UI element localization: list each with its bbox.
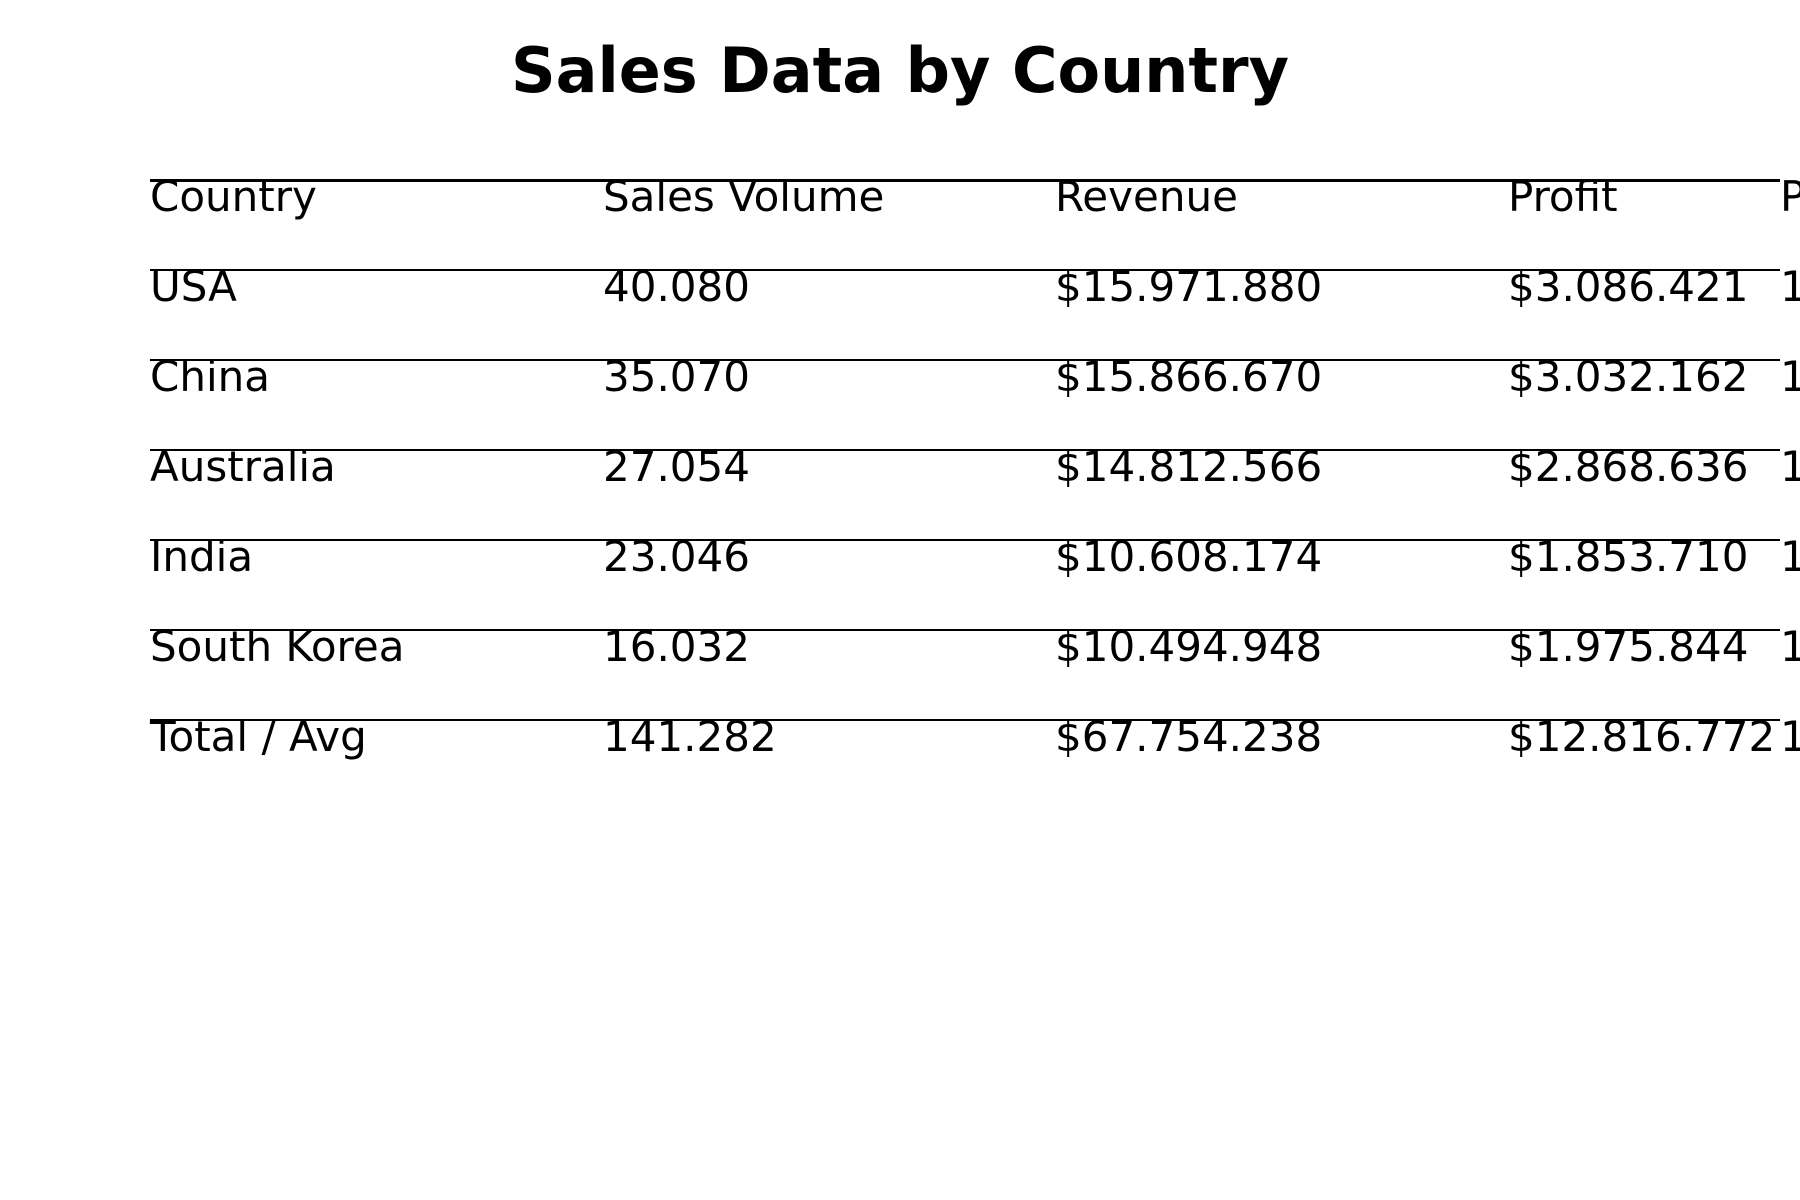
cell-country: India bbox=[150, 532, 254, 581]
row-divider bbox=[150, 449, 1780, 451]
cell-sales-volume: 40.080 bbox=[603, 262, 750, 311]
cell-profit: $1.975.844 bbox=[1508, 622, 1749, 671]
table-top-rule bbox=[150, 179, 1780, 182]
cell-profit: $2.868.636 bbox=[1508, 442, 1749, 491]
cell-extra: 1 bbox=[1780, 352, 1800, 401]
cell-sales-volume: 141.282 bbox=[603, 712, 777, 761]
cell-revenue: $10.608.174 bbox=[1055, 532, 1323, 581]
chart-title: Sales Data by Country bbox=[510, 34, 1290, 107]
cell-extra: 1 bbox=[1780, 262, 1800, 311]
cell-revenue: $67.754.238 bbox=[1055, 712, 1323, 761]
cell-extra: 1 bbox=[1780, 712, 1800, 761]
cell-country: China bbox=[150, 352, 270, 401]
cell-sales-volume: 35.070 bbox=[603, 352, 750, 401]
cell-sales-volume: 23.046 bbox=[603, 532, 750, 581]
cell-country: South Korea bbox=[150, 622, 405, 671]
cell-country: USA bbox=[150, 262, 237, 311]
cell-sales-volume: 16.032 bbox=[603, 622, 750, 671]
row-divider bbox=[150, 269, 1780, 271]
cell-revenue: $14.812.566 bbox=[1055, 442, 1323, 491]
cell-extra: 1 bbox=[1780, 442, 1800, 491]
column-header-country: Country bbox=[150, 172, 317, 221]
cell-country: Total / Avg bbox=[150, 712, 367, 761]
cell-revenue: $10.494.948 bbox=[1055, 622, 1323, 671]
column-header-revenue: Revenue bbox=[1055, 172, 1238, 221]
cell-revenue: $15.971.880 bbox=[1055, 262, 1323, 311]
row-divider bbox=[150, 359, 1780, 361]
cell-extra: 1 bbox=[1780, 532, 1800, 581]
cell-profit: $1.853.710 bbox=[1508, 532, 1749, 581]
cell-profit: $3.086.421 bbox=[1508, 262, 1749, 311]
cell-profit: $3.032.162 bbox=[1508, 352, 1749, 401]
cell-revenue: $15.866.670 bbox=[1055, 352, 1323, 401]
cell-profit: $12.816.772 bbox=[1508, 712, 1776, 761]
column-header-sales-volume: Sales Volume bbox=[603, 172, 885, 221]
cell-extra: 1 bbox=[1780, 622, 1800, 671]
cell-sales-volume: 27.054 bbox=[603, 442, 750, 491]
column-header-extra: Pr bbox=[1780, 172, 1800, 221]
row-divider bbox=[150, 539, 1780, 541]
row-divider bbox=[150, 629, 1780, 631]
row-divider bbox=[150, 719, 1780, 721]
cell-country: Australia bbox=[150, 442, 336, 491]
column-header-profit: Profit bbox=[1508, 172, 1618, 221]
